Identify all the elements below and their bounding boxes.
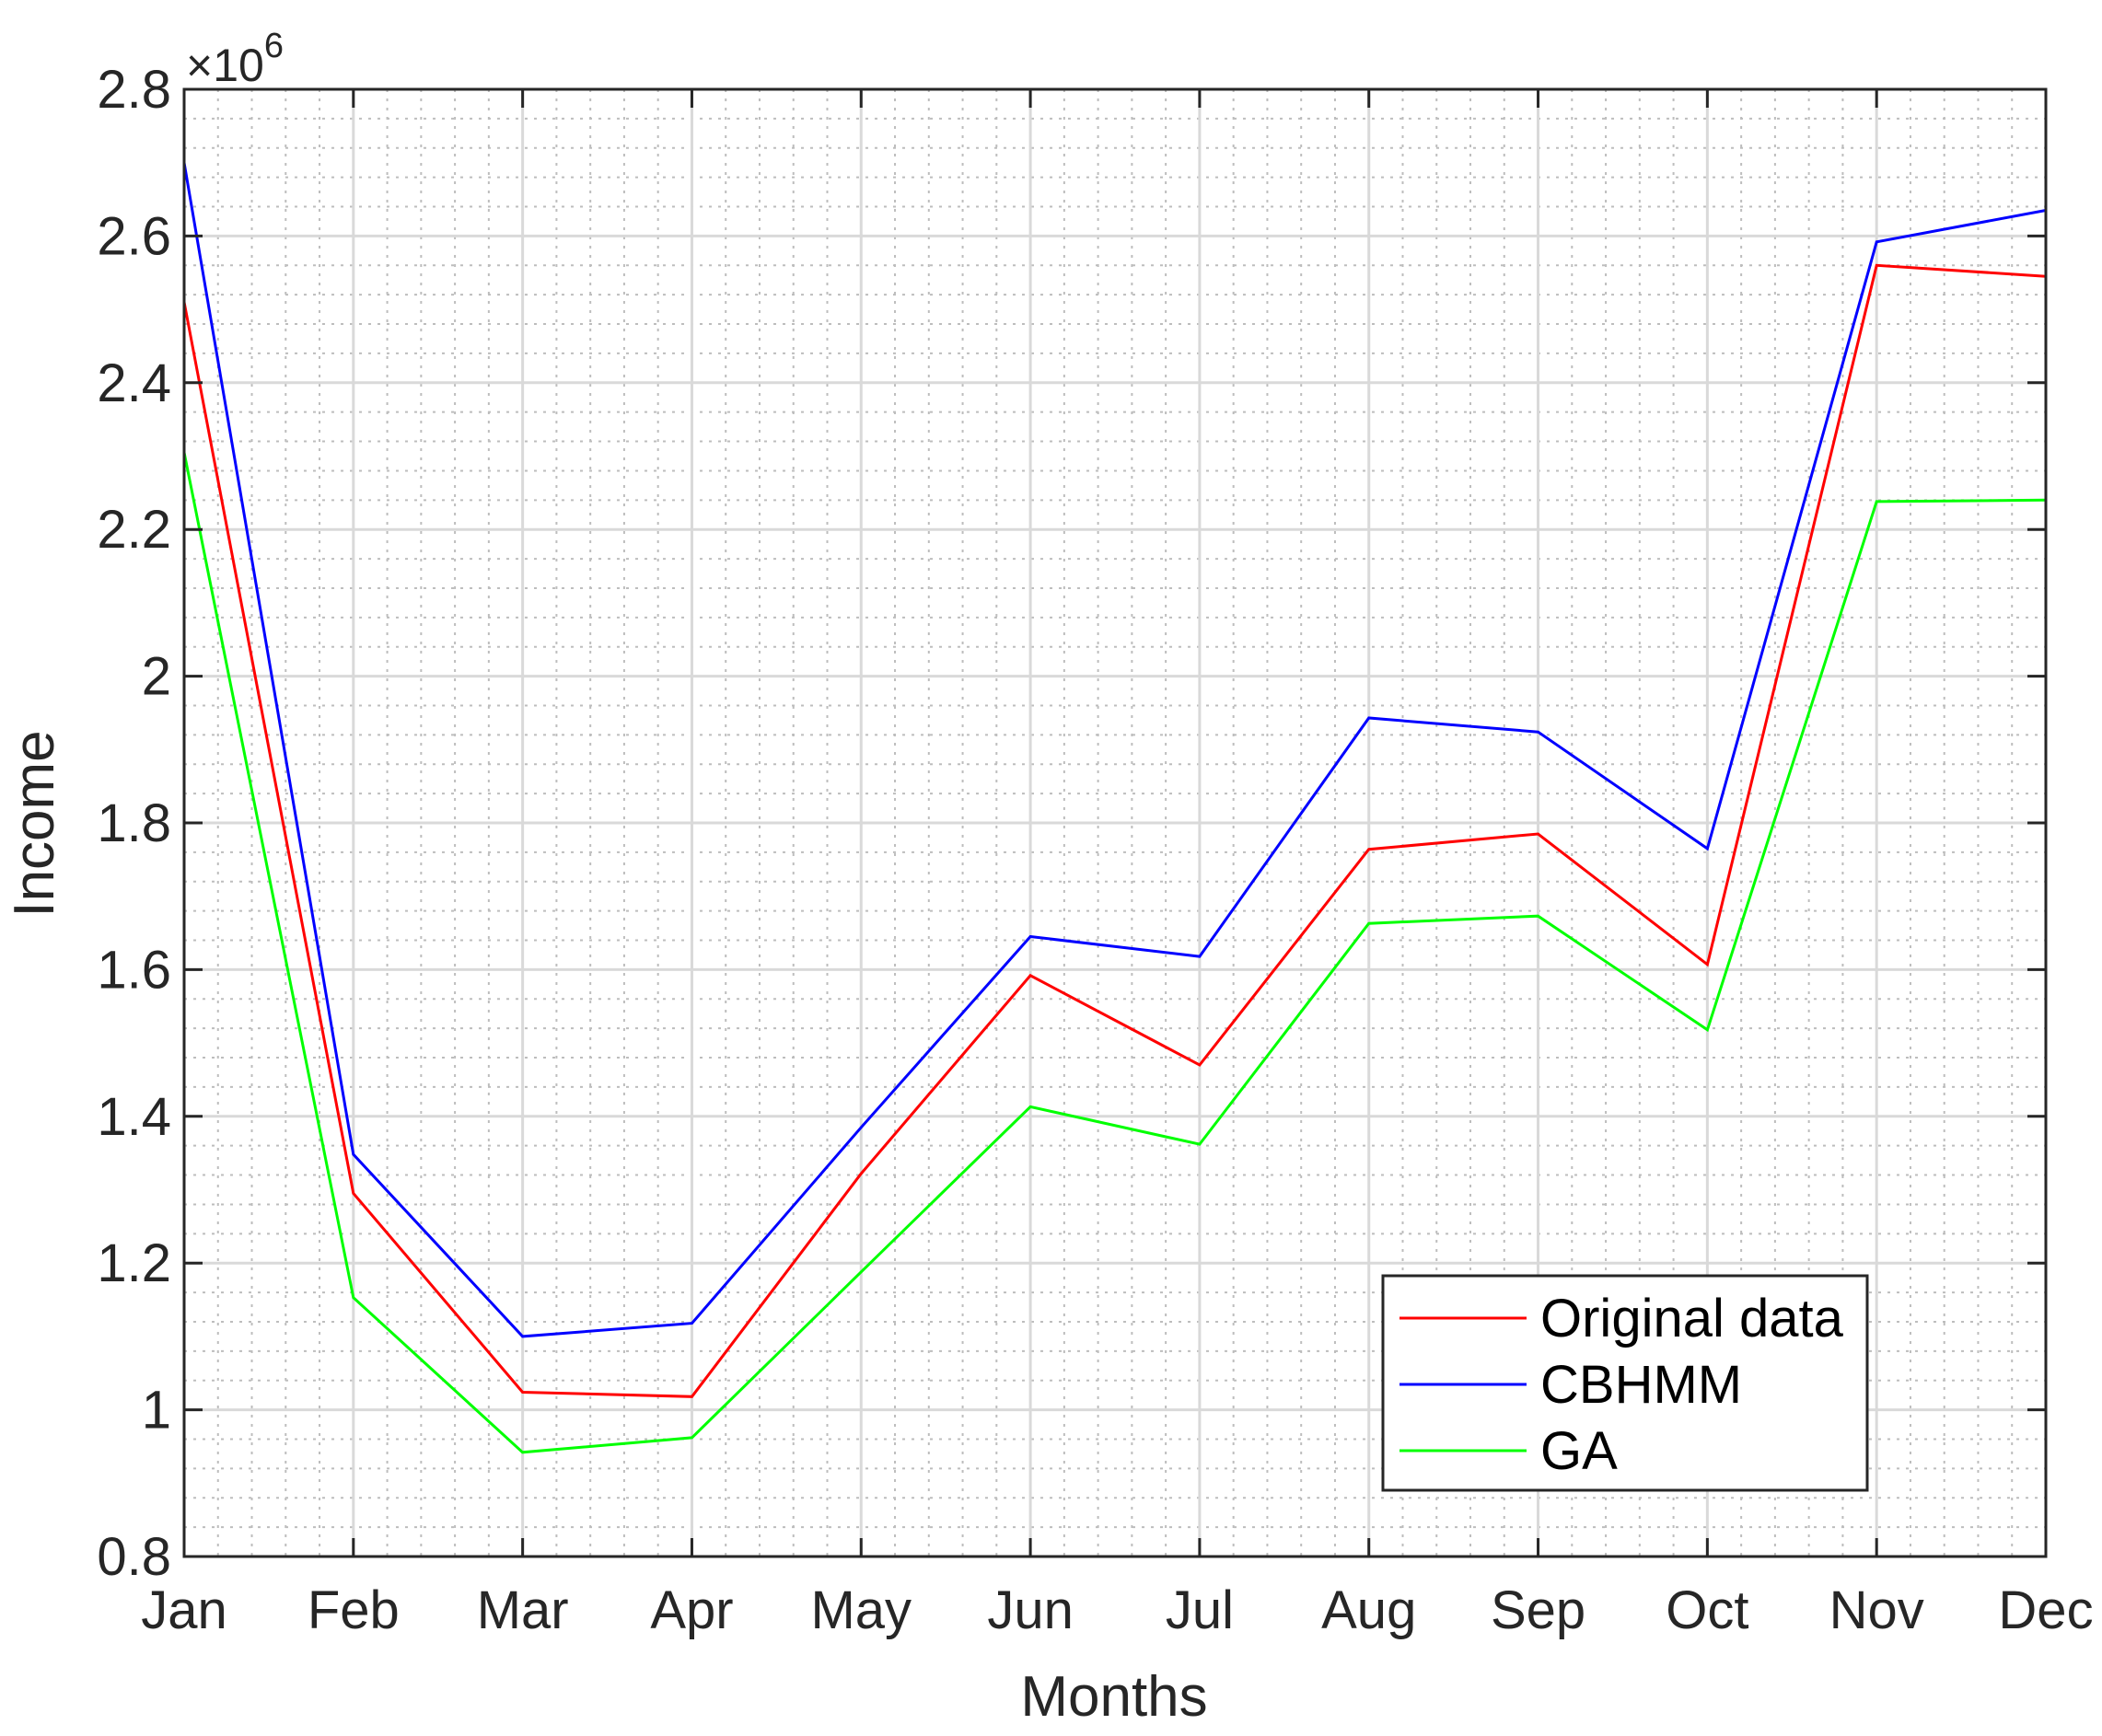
- y-tick-label: 1: [142, 1381, 171, 1441]
- y-axis-title: Income: [3, 730, 66, 917]
- x-tick-label: Mar: [477, 1580, 569, 1640]
- x-tick-label: Oct: [1666, 1580, 1748, 1640]
- x-tick-label: Jan: [141, 1580, 227, 1640]
- legend-label: CBHMM: [1540, 1355, 1742, 1415]
- x-tick-label: Nov: [1829, 1580, 1924, 1640]
- minor-grid: [184, 89, 2046, 1557]
- axis-ticks: [182, 87, 2048, 1558]
- x-tick-label: Aug: [1321, 1580, 1416, 1640]
- y-tick-label: 1.6: [97, 940, 171, 1000]
- y-tick-label: 2.2: [97, 500, 171, 560]
- x-tick-label: Feb: [308, 1580, 400, 1640]
- y-tick-label: 1.4: [97, 1087, 171, 1147]
- y-tick-label: 2.8: [97, 60, 171, 120]
- y-exponent-power: 6: [264, 27, 284, 65]
- y-exponent-base: ×10: [186, 40, 264, 91]
- major-grid: [184, 89, 2046, 1557]
- y-exponent-label: ×106: [186, 27, 284, 91]
- x-tick-label: May: [810, 1580, 912, 1640]
- x-axis-title: Months: [1020, 1665, 1207, 1729]
- y-tick-label: 2.4: [97, 353, 171, 413]
- x-tick-label: Apr: [650, 1580, 733, 1640]
- series-line: [182, 162, 2047, 1338]
- y-tick-label: 2.6: [97, 206, 171, 266]
- y-tick-labels: 0.8 1 1.2 1.4 1.6 1.8 2 2.2 2.4 2.6 2.8: [97, 60, 171, 1587]
- series-line: [182, 263, 2047, 1398]
- series-lines: [182, 162, 2047, 1454]
- x-tick-label: Jul: [1166, 1580, 1234, 1640]
- x-tick-label: Sep: [1491, 1580, 1585, 1640]
- series-line: [182, 452, 2047, 1454]
- y-tick-label: 1.2: [97, 1233, 171, 1293]
- x-tick-label: Jun: [987, 1580, 1074, 1640]
- y-tick-label: 2: [142, 647, 171, 707]
- y-tick-label: 1.8: [97, 793, 171, 853]
- x-tick-labels: Jan Feb Mar Apr May Jun Jul Aug Sep Oct Nov Dec: [141, 1580, 2093, 1640]
- legend-label: Original data: [1540, 1289, 1844, 1348]
- legend-label: GA: [1540, 1421, 1618, 1481]
- x-tick-label: Dec: [1998, 1580, 2093, 1640]
- y-tick-label: 0.8: [97, 1527, 171, 1587]
